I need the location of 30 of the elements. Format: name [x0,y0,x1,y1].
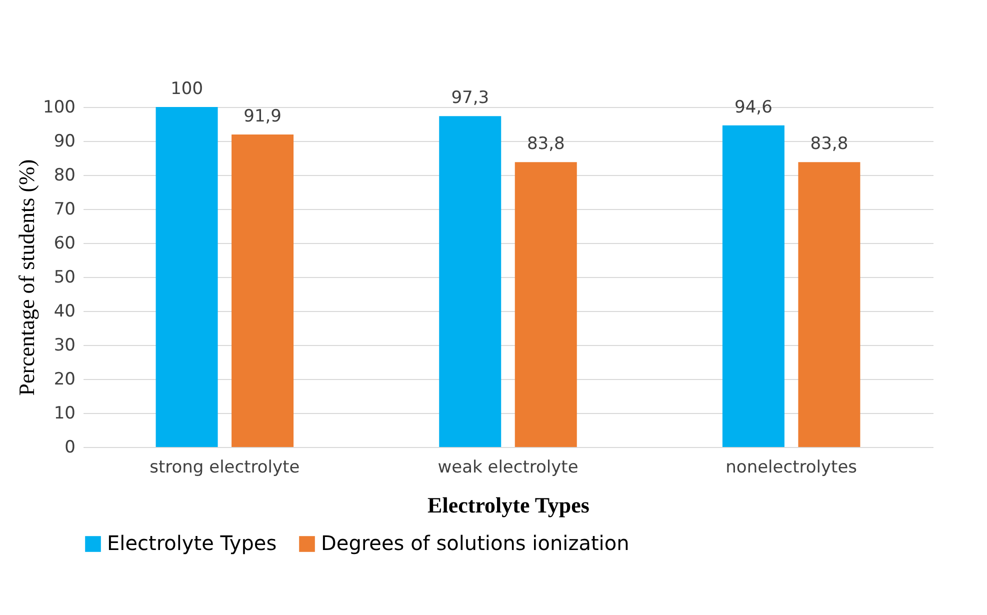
bar [798,162,860,447]
data-label: 97,3 [451,88,490,108]
y-tick-label: 50 [54,268,76,288]
legend-label: Electrolyte Types [107,531,277,555]
y-tick-label: 60 [54,234,76,254]
y-tick-label: 80 [54,166,76,186]
x-tick-label: nonelectrolytes [726,458,858,478]
y-tick-label: 10 [54,404,76,424]
y-tick-label: 30 [54,336,76,356]
data-label: 100 [170,79,204,99]
y-tick-label: 0 [64,438,76,458]
y-tick-label: 90 [54,132,76,152]
bar [156,107,218,447]
x-tick-label: strong electrolyte [150,458,300,478]
bar [439,116,502,447]
y-axis-title: Percentage of students (%) [14,159,40,396]
bar [722,125,784,447]
y-tick-label: 20 [54,370,76,390]
data-label: 83,8 [810,134,848,154]
data-label: 91,9 [244,106,282,127]
data-label: 94,6 [734,97,772,118]
y-tick-label: 100 [43,98,76,118]
x-tick-label: weak electrolyte [438,458,578,478]
data-label: 83,8 [526,134,565,154]
bar [514,162,577,447]
y-tick-label: 40 [54,302,76,322]
y-tick-label: 70 [54,200,76,220]
x-axis-title: Electrolyte Types [428,492,590,518]
legend-label: Degrees of solutions ionization [321,531,630,555]
bar [232,134,294,447]
